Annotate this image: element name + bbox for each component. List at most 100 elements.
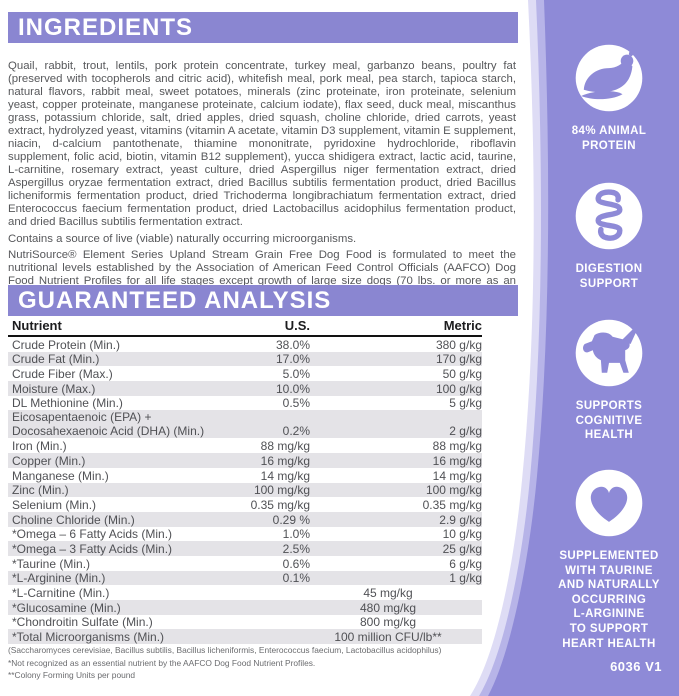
nutrient-cell: Crude Fat (Min.) [12, 352, 100, 367]
us-value-cell: 5.0% [282, 367, 310, 382]
nutrient-cell: Iron (Min.) [12, 439, 67, 454]
badge-label: SUPPORTS COGNITIVE HEALTH [575, 400, 643, 442]
table-row: Selenium (Min.) 0.35 mg/kg 0.35 mg/kg [8, 497, 482, 512]
table-row: *Chondroitin Sulfate (Min.) 800 mg/kg [8, 615, 482, 630]
table-row: Eicosapentaenoic (EPA) + Docosahexaenoic… [8, 410, 482, 439]
table-row: Zinc (Min.) 100 mg/kg 100 mg/kg [8, 482, 482, 498]
metric-value-cell: 14 mg/kg [432, 468, 482, 483]
table-row: *Taurine (Min.) 0.6% 6 g/kg [8, 556, 482, 571]
us-value-cell: 0.1% [282, 571, 310, 586]
table-header-row: Nutrient U.S. Metric [8, 319, 482, 337]
intestines-icon [575, 182, 643, 250]
footnote-microorganism-list: (Saccharomyces cerevisiae, Bacillus subt… [8, 645, 442, 655]
merged-value-cell: 800 mg/kg [359, 615, 417, 630]
us-value-cell: 88 mg/kg [260, 439, 310, 454]
metric-value-cell: 50 g/kg [442, 367, 482, 382]
badge-label: DIGESTION SUPPORT [575, 263, 643, 290]
footnotes: (Saccharomyces cerevisiae, Bacillus subt… [8, 644, 518, 682]
nutrient-cell: Eicosapentaenoic (EPA) + Docosahexaenoic… [12, 410, 205, 439]
table-row: Moisture (Max.) 10.0% 100 g/kg [8, 381, 482, 396]
merged-value-cell: 45 mg/kg [363, 586, 413, 600]
us-value-cell: 10.0% [275, 381, 310, 396]
metric-value-cell: 10 g/kg [442, 527, 482, 542]
us-value-cell: 38.0% [275, 337, 310, 352]
metric-value-cell: 16 mg/kg [432, 453, 482, 468]
us-value-cell: 14 mg/kg [260, 468, 310, 483]
badge-label: 84% ANIMAL PROTEIN [571, 125, 647, 152]
nutrient-cell: *Omega – 3 Fatty Acids (Min.) [12, 541, 173, 556]
ingredients-title: INGREDIENTS [18, 14, 194, 41]
column-header-us: U.S. [284, 318, 310, 333]
ingredients-paragraph: Quail, rabbit, trout, lentils, pork prot… [8, 60, 516, 229]
badge-cognitive-health: SUPPORTS COGNITIVE HEALTH [539, 317, 679, 443]
nutrient-cell: *Glucosamine (Min.) [12, 600, 121, 615]
guaranteed-analysis-header: GUARANTEED ANALYSIS [8, 285, 518, 316]
us-value-cell: 0.5% [282, 396, 310, 411]
puppy-icon [575, 319, 643, 387]
badge-label: SUPPLEMENTED WITH TAURINE AND NATURALLY … [558, 550, 660, 650]
nutrient-cell: *Total Microorganisms (Min.) [12, 630, 165, 645]
table-row: Copper (Min.) 16 mg/kg 16 mg/kg [8, 453, 482, 468]
badge-animal-protein: 84% ANIMAL PROTEIN [539, 42, 679, 153]
nutrient-cell: Selenium (Min.) [12, 497, 97, 512]
metric-value-cell: 0.35 mg/kg [422, 497, 482, 512]
metric-value-cell: 100 g/kg [435, 381, 482, 396]
metric-value-cell: 5 g/kg [449, 396, 482, 411]
table-row: *Omega – 6 Fatty Acids (Min.) 1.0% 10 g/kg [8, 527, 482, 542]
table-body: Crude Protein (Min.) 38.0% 380 g/kg Crude F… [8, 337, 482, 645]
guaranteed-analysis-title: GUARANTEED ANALYSIS [18, 287, 332, 314]
nutrient-cell: Crude Fiber (Max.) [12, 367, 113, 382]
badge-heart-health: SUPPLEMENTED WITH TAURINE AND NATURALLY … [539, 467, 679, 651]
metric-value-cell: 380 g/kg [435, 337, 482, 352]
us-value-cell: 1.0% [282, 527, 310, 542]
metric-value-cell: 100 mg/kg [425, 483, 482, 498]
table-row: *Glucosamine (Min.) 480 mg/kg [8, 600, 482, 615]
live-microorganisms-note: Contains a source of live (viable) natur… [8, 233, 357, 246]
nutrient-cell: *L-Arginine (Min.) [12, 571, 106, 586]
us-value-cell: 16 mg/kg [260, 453, 310, 468]
table-row: Manganese (Min.) 14 mg/kg 14 mg/kg [8, 468, 482, 483]
nutrient-cell: DL Methionine (Min.) [12, 396, 123, 411]
footnote-cfu: **Colony Forming Units per pound [8, 670, 136, 680]
ingredients-header: INGREDIENTS [8, 12, 518, 43]
product-code: 6036 V1 [610, 659, 662, 674]
aafco-statement: NutriSource® Element Series Upland Strea… [8, 249, 516, 299]
nutrient-cell: *Taurine (Min.) [12, 556, 91, 571]
column-header-metric: Metric [443, 318, 482, 333]
table-row: DL Methionine (Min.) 0.5% 5 g/kg [8, 396, 482, 411]
us-value-cell: 0.2% [282, 424, 310, 439]
table-row: *Omega – 3 Fatty Acids (Min.) 2.5% 25 g/kg [8, 541, 482, 556]
us-value-cell: 2.5% [282, 541, 310, 556]
metric-value-cell: 1 g/kg [449, 571, 482, 586]
metric-value-cell: 6 g/kg [449, 556, 482, 571]
metric-value-cell: 88 mg/kg [432, 439, 482, 454]
nutrient-cell: Zinc (Min.) [12, 483, 69, 498]
merged-value-cell: 480 mg/kg [359, 600, 417, 615]
us-value-cell: 100 mg/kg [253, 483, 310, 498]
table-row: Iron (Min.) 88 mg/kg 88 mg/kg [8, 438, 482, 453]
table-row: Crude Protein (Min.) 38.0% 380 g/kg [8, 337, 482, 352]
us-value-cell: 0.35 mg/kg [250, 497, 310, 512]
metric-value-cell: 2.9 g/kg [439, 512, 482, 527]
quail-icon [575, 44, 643, 112]
table-row: *L-Arginine (Min.) 0.1% 1 g/kg [8, 570, 482, 586]
metric-value-cell: 2 g/kg [449, 424, 482, 439]
nutrient-cell: Copper (Min.) [12, 453, 86, 468]
guaranteed-analysis-table: Nutrient U.S. Metric Crude Protein (Min.… [8, 319, 482, 645]
column-header-nutrient: Nutrient [12, 318, 62, 333]
nutrient-cell: Crude Protein (Min.) [12, 337, 121, 352]
nutrient-cell: *Omega – 6 Fatty Acids (Min.) [12, 527, 173, 542]
nutrient-cell: Manganese (Min.) [12, 468, 109, 483]
nutrient-cell: Moisture (Max.) [12, 381, 96, 396]
heart-icon [575, 469, 643, 537]
table-row: Choline Chloride (Min.) 0.29 % 2.9 g/kg [8, 511, 482, 527]
table-row: *Total Microorganisms (Min.) 100 million … [8, 629, 482, 645]
merged-value-cell: 100 million CFU/lb** [334, 630, 442, 645]
us-value-cell: 17.0% [275, 352, 310, 367]
nutrient-cell: Choline Chloride (Min.) [12, 512, 135, 527]
badge-digestion-support: DIGESTION SUPPORT [539, 180, 679, 291]
metric-value-cell: 25 g/kg [442, 541, 482, 556]
metric-value-cell: 170 g/kg [435, 352, 482, 367]
nutrient-cell: *L-Carnitine (Min.) [12, 586, 110, 600]
